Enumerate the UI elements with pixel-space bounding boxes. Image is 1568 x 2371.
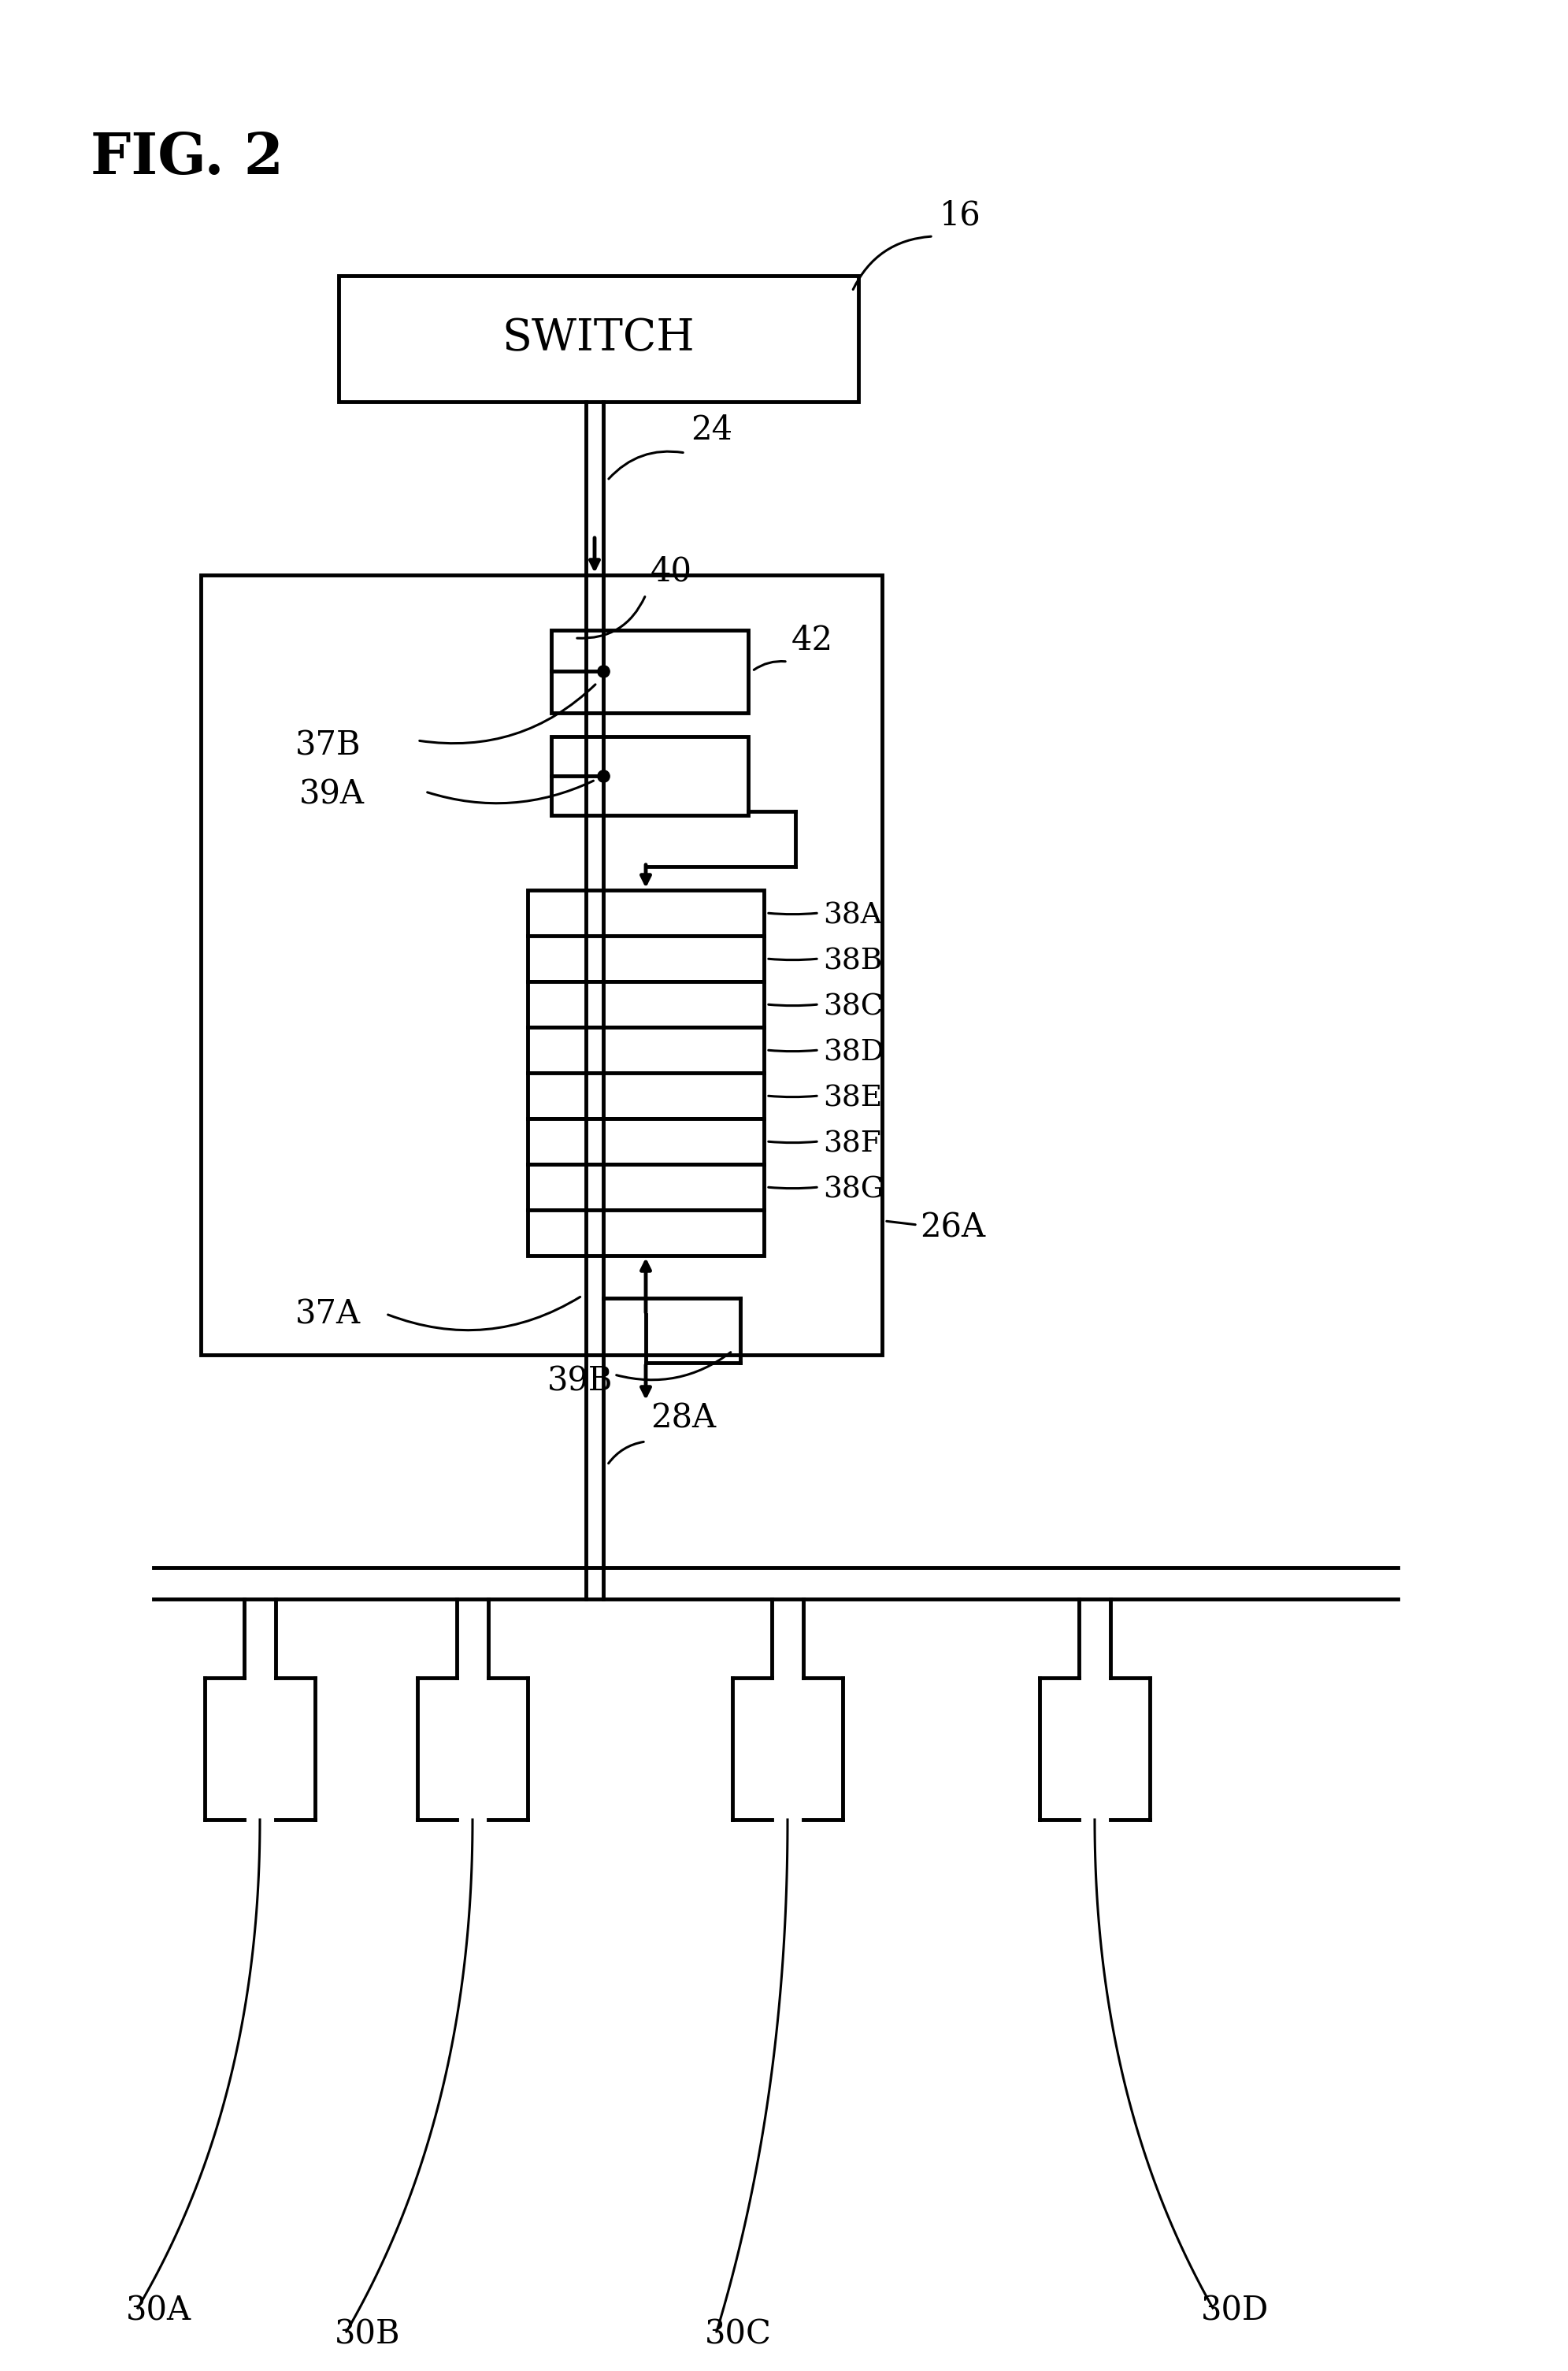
- Bar: [528, 1209, 764, 1257]
- Bar: [528, 982, 764, 1027]
- Text: 38E: 38E: [823, 1084, 883, 1112]
- Bar: [528, 889, 764, 937]
- Text: 40: 40: [651, 555, 691, 588]
- Text: 38G: 38G: [823, 1176, 884, 1204]
- Bar: [528, 1072, 764, 1119]
- Text: 37A: 37A: [295, 1297, 361, 1330]
- Text: 38F: 38F: [823, 1129, 881, 1157]
- Bar: [339, 275, 858, 401]
- Text: 39B: 39B: [547, 1363, 613, 1397]
- Text: 30D: 30D: [1201, 2293, 1269, 2326]
- Text: 38B: 38B: [823, 946, 883, 974]
- Text: 42: 42: [792, 624, 833, 657]
- Text: 30C: 30C: [706, 2316, 771, 2350]
- Text: 39A: 39A: [299, 778, 365, 811]
- Bar: [528, 937, 764, 982]
- Bar: [552, 737, 748, 816]
- Bar: [528, 1119, 764, 1164]
- Text: 37B: 37B: [295, 728, 361, 761]
- Text: 38A: 38A: [823, 901, 881, 929]
- Bar: [201, 576, 883, 1354]
- Bar: [528, 1027, 764, 1072]
- Text: 24: 24: [690, 413, 732, 446]
- Text: 30B: 30B: [334, 2316, 400, 2350]
- Text: 38C: 38C: [823, 993, 883, 1022]
- Bar: [552, 631, 748, 714]
- Text: SWITCH: SWITCH: [502, 318, 695, 360]
- Text: 38D: 38D: [823, 1038, 884, 1067]
- Text: 16: 16: [939, 199, 982, 232]
- Text: 26A: 26A: [920, 1212, 985, 1245]
- Text: 30A: 30A: [125, 2293, 191, 2326]
- Text: 28A: 28A: [651, 1401, 717, 1434]
- Text: FIG. 2: FIG. 2: [91, 130, 284, 185]
- Bar: [528, 1164, 764, 1209]
